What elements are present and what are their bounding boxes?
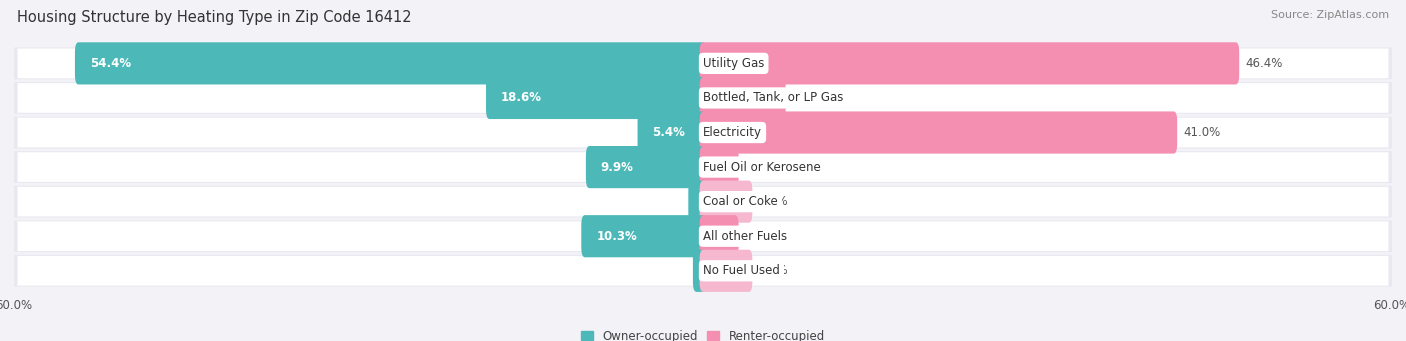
Text: 41.0%: 41.0% xyxy=(1182,126,1220,139)
FancyBboxPatch shape xyxy=(689,181,706,223)
Text: All other Fuels: All other Fuels xyxy=(703,230,787,243)
Text: 5.4%: 5.4% xyxy=(652,126,685,139)
FancyBboxPatch shape xyxy=(14,186,1392,218)
Text: Coal or Coke: Coal or Coke xyxy=(703,195,778,208)
Text: 6.9%: 6.9% xyxy=(792,91,821,104)
Text: No Fuel Used: No Fuel Used xyxy=(703,264,780,277)
Text: 2.8%: 2.8% xyxy=(744,161,775,174)
FancyBboxPatch shape xyxy=(17,152,1389,182)
FancyBboxPatch shape xyxy=(700,215,738,257)
FancyBboxPatch shape xyxy=(586,146,706,188)
FancyBboxPatch shape xyxy=(700,77,786,119)
FancyBboxPatch shape xyxy=(17,187,1389,217)
Text: 0.0%: 0.0% xyxy=(758,195,787,208)
FancyBboxPatch shape xyxy=(14,82,1392,114)
FancyBboxPatch shape xyxy=(17,83,1389,113)
Text: 18.6%: 18.6% xyxy=(501,91,541,104)
Text: 54.4%: 54.4% xyxy=(90,57,131,70)
FancyBboxPatch shape xyxy=(17,118,1389,147)
Text: 0.98%: 0.98% xyxy=(703,195,744,208)
Text: Housing Structure by Heating Type in Zip Code 16412: Housing Structure by Heating Type in Zip… xyxy=(17,10,412,25)
FancyBboxPatch shape xyxy=(700,181,752,223)
Text: Electricity: Electricity xyxy=(703,126,762,139)
FancyBboxPatch shape xyxy=(17,221,1389,251)
Text: 0.0%: 0.0% xyxy=(758,264,787,277)
FancyBboxPatch shape xyxy=(14,220,1392,252)
FancyBboxPatch shape xyxy=(700,146,738,188)
Text: Utility Gas: Utility Gas xyxy=(703,57,765,70)
FancyBboxPatch shape xyxy=(700,250,752,292)
Legend: Owner-occupied, Renter-occupied: Owner-occupied, Renter-occupied xyxy=(581,330,825,341)
Text: Bottled, Tank, or LP Gas: Bottled, Tank, or LP Gas xyxy=(703,91,844,104)
FancyBboxPatch shape xyxy=(14,117,1392,148)
FancyBboxPatch shape xyxy=(14,255,1392,287)
FancyBboxPatch shape xyxy=(17,256,1389,286)
Text: Fuel Oil or Kerosene: Fuel Oil or Kerosene xyxy=(703,161,821,174)
FancyBboxPatch shape xyxy=(700,112,1177,153)
FancyBboxPatch shape xyxy=(486,77,706,119)
FancyBboxPatch shape xyxy=(17,48,1389,78)
Text: 10.3%: 10.3% xyxy=(596,230,637,243)
FancyBboxPatch shape xyxy=(581,215,706,257)
FancyBboxPatch shape xyxy=(637,112,706,153)
Text: 2.8%: 2.8% xyxy=(744,230,775,243)
FancyBboxPatch shape xyxy=(14,151,1392,183)
FancyBboxPatch shape xyxy=(14,47,1392,79)
Text: Source: ZipAtlas.com: Source: ZipAtlas.com xyxy=(1271,10,1389,20)
Text: 9.9%: 9.9% xyxy=(600,161,634,174)
Text: 0.58%: 0.58% xyxy=(707,264,749,277)
FancyBboxPatch shape xyxy=(75,42,706,85)
Text: 46.4%: 46.4% xyxy=(1244,57,1282,70)
FancyBboxPatch shape xyxy=(693,250,706,292)
FancyBboxPatch shape xyxy=(700,42,1239,85)
